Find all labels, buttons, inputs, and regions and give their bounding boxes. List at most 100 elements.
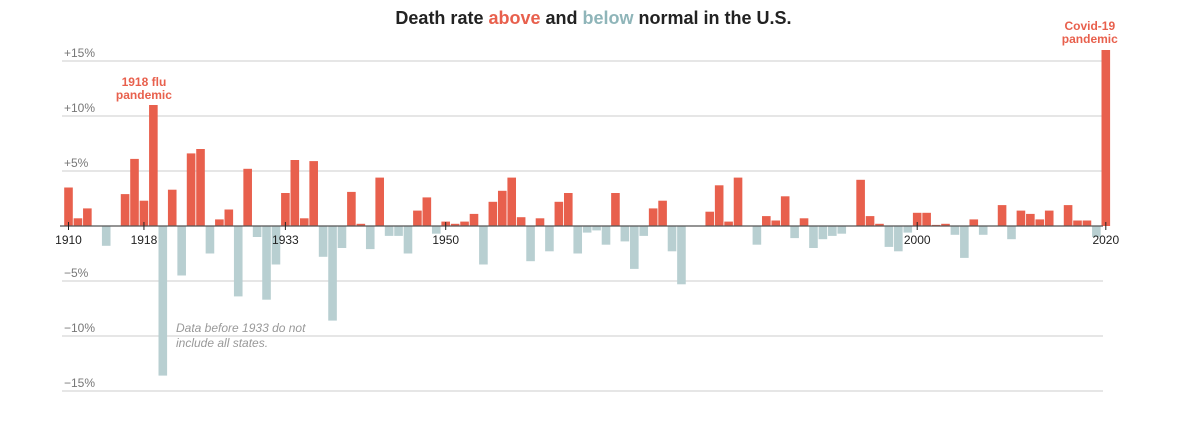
bar-1968 [611,193,620,226]
bar-1948 [422,197,432,226]
bar-2007 [978,226,988,235]
y-tick-label: +5% [64,156,89,170]
bar-1962 [554,201,564,226]
bar-1998 [894,226,903,252]
bar-1931 [262,226,271,300]
title-above-word: above [488,8,541,28]
bar-1984 [762,216,771,226]
x-tick-label: 1933 [272,233,299,247]
bar-1932 [271,226,281,265]
bar-1916 [120,194,130,226]
bar-1938 [328,226,337,321]
axis-layer: 1910 1918 1933 1950 2000 2020 [55,222,1119,247]
bar-1974 [667,226,677,252]
x-tick-label: 1918 [131,233,158,247]
chart-title: Death rate above and below normal in the… [0,8,1187,29]
bar-2019 [1092,226,1101,237]
title-part-3: normal in the U.S. [633,8,792,28]
bar-2009 [997,205,1007,226]
bar-1980 [724,221,733,226]
y-tick-label: −10% [64,321,95,335]
bar-1996 [875,223,884,226]
bar-2012 [1026,213,1035,226]
bar-1969 [620,226,630,242]
bar-1967 [601,226,611,245]
bar-1935 [299,218,309,226]
bar-1923 [186,153,196,226]
bar-1933 [281,193,290,226]
bar-1920 [158,226,168,376]
bar-1985 [771,220,781,226]
bar-1937 [318,226,328,257]
bar-1941 [356,223,366,226]
bar-1954 [479,226,488,265]
bar-1924 [196,149,205,226]
x-tick-label: 1910 [55,233,82,247]
y-tick-label: +10% [64,101,95,115]
bar-1975 [677,226,686,285]
bar-1919 [149,105,158,226]
bar-1971 [639,226,649,236]
bar-1964 [573,226,583,254]
x-tick-label: 2020 [1092,233,1119,247]
bar-1911 [73,218,83,226]
covid-annotation-line: pandemic [1062,32,1118,46]
bar-1992 [837,226,847,234]
bar-1966 [592,226,601,231]
bar-1961 [545,226,554,252]
title-part-1: Death rate [395,8,489,28]
bar-1987 [790,226,799,239]
bar-1926 [215,219,224,226]
bar-1995 [865,216,875,226]
bar-2004 [950,226,960,235]
bar-1940 [347,191,356,226]
bar-2005 [960,226,969,258]
bar-1970 [630,226,639,269]
bar-1929 [243,168,252,226]
bar-1956 [497,190,507,226]
bar-1943 [375,177,384,226]
bar-2001 [922,212,931,226]
bar-1958 [516,217,526,226]
bar-1981 [733,177,743,226]
bar-1910 [64,187,73,226]
covid-annotation-line: Covid-19 [1064,19,1115,33]
bar-2017 [1073,220,1082,226]
bar-1960 [535,218,545,226]
flu-annotation-line: 1918 flu [122,75,167,89]
bar-1921 [167,189,177,226]
bar-2018 [1082,220,1092,226]
bar-1990 [818,226,828,240]
bar-2003 [941,223,950,226]
bar-1979 [714,185,724,226]
bar-1922 [177,226,186,276]
title-part-2: and [540,8,583,28]
bar-2020 [1101,50,1111,226]
bar-1955 [488,201,498,226]
bar-1918 [139,200,149,226]
bar-1946 [403,226,413,254]
bar-layer [64,50,1111,376]
bar-1947 [413,210,422,226]
title-below-word: below [582,8,634,28]
x-tick-label: 2000 [904,233,931,247]
states-note-line: include all states. [176,336,268,350]
x-tick-label: 1950 [432,233,459,247]
bar-1983 [752,226,762,245]
bar-1934 [290,160,300,226]
bar-1952 [460,221,469,226]
bar-2006 [969,219,979,226]
bar-1957 [507,177,517,226]
bar-1912 [83,208,92,226]
states-note-line: Data before 1933 do not [176,321,306,335]
bar-1949 [431,226,441,234]
bar-1963 [563,193,573,226]
bar-1978 [705,211,715,226]
bar-1951 [450,223,460,226]
bar-1986 [780,196,790,226]
bar-1944 [384,226,394,236]
bar-1959 [526,226,535,262]
bar-1930 [252,226,262,237]
bar-2013 [1035,219,1045,226]
